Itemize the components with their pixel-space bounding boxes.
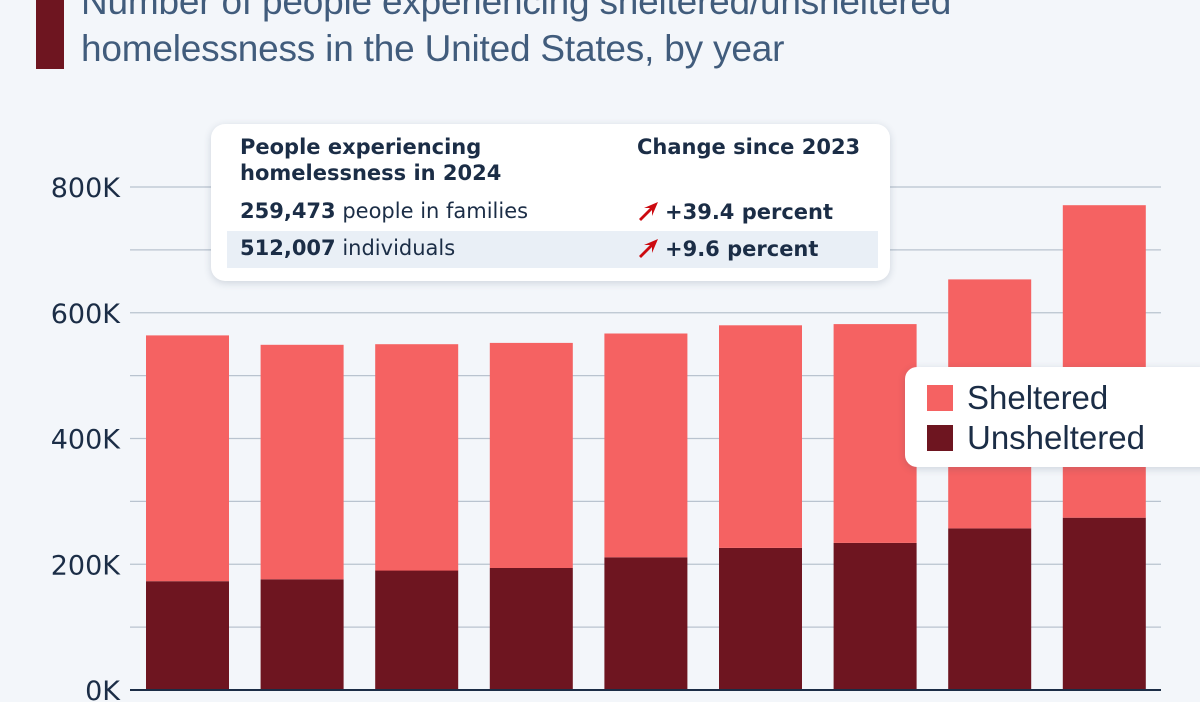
chart-title-line1: Number of people experiencing sheltered/…: [81, 0, 952, 22]
legend-swatch-sheltered: [927, 385, 953, 411]
info-row-text: 512,007 individuals: [240, 236, 455, 260]
summary-info-box: People experiencing homelessness in 2024…: [211, 124, 890, 281]
info-row-families: 259,473 people in families +39.4 percent: [227, 194, 878, 231]
bar-sheltered: [260, 344, 344, 580]
info-col1-header-line2: homelessness in 2024: [240, 161, 502, 185]
info-row-text: 259,473 people in families: [240, 199, 528, 223]
bar-unsheltered: [1062, 517, 1146, 690]
arrow-up-right-icon: [639, 202, 658, 221]
y-tick-label: 800K: [51, 173, 122, 204]
families-count: 259,473: [240, 199, 336, 223]
info-col1-header-line1: People experiencing: [240, 135, 482, 159]
bar-unsheltered: [146, 581, 229, 690]
bar-sheltered: [489, 342, 573, 568]
chart-legend: Sheltered Unsheltered: [905, 367, 1200, 467]
legend-swatch-unsheltered: [927, 425, 953, 451]
legend-label-unsheltered: Unsheltered: [967, 419, 1145, 456]
chart-title-line2: homelessness in the United States, by ye…: [81, 28, 785, 69]
info-col1-header: People experiencing homelessness in 2024: [240, 134, 501, 186]
bar-unsheltered: [375, 570, 459, 690]
bar-sheltered: [146, 335, 229, 582]
info-col2-header: Change since 2023: [637, 135, 861, 159]
legend-item-sheltered: Sheltered: [927, 379, 1109, 416]
individuals-label: individuals: [335, 236, 456, 260]
bar-unsheltered: [489, 568, 573, 690]
info-row-individuals: 512,007 individuals +9.6 percent: [227, 231, 878, 268]
families-change: +39.4 percent: [665, 200, 834, 224]
bar-sheltered: [833, 324, 917, 543]
info-row-change: +9.6 percent: [637, 236, 818, 261]
individuals-count: 512,007: [240, 236, 336, 260]
title-accent-bar: [36, 0, 64, 69]
y-tick-label: 0K: [85, 676, 121, 702]
legend-label-sheltered: Sheltered: [967, 379, 1109, 416]
legend-item-unsheltered: Unsheltered: [927, 419, 1145, 456]
bar-unsheltered: [604, 557, 688, 690]
arrow-up-right-icon: [639, 239, 658, 258]
chart-title: Number of people experiencing sheltered/…: [81, 0, 1181, 72]
info-row-change: +39.4 percent: [637, 199, 833, 224]
bar-sheltered: [719, 325, 802, 548]
families-label: people in families: [335, 199, 529, 223]
bar-unsheltered: [948, 528, 1032, 690]
bar-unsheltered: [833, 542, 917, 690]
bar-unsheltered: [719, 547, 802, 690]
y-tick-label: 400K: [51, 425, 122, 456]
individuals-change: +9.6 percent: [665, 237, 819, 261]
y-tick-label: 200K: [51, 550, 122, 581]
bar-unsheltered: [260, 579, 344, 690]
bar-sheltered: [1062, 205, 1146, 518]
bar-sheltered: [375, 344, 459, 571]
y-tick-label: 600K: [51, 299, 122, 330]
bar-sheltered: [604, 333, 688, 558]
